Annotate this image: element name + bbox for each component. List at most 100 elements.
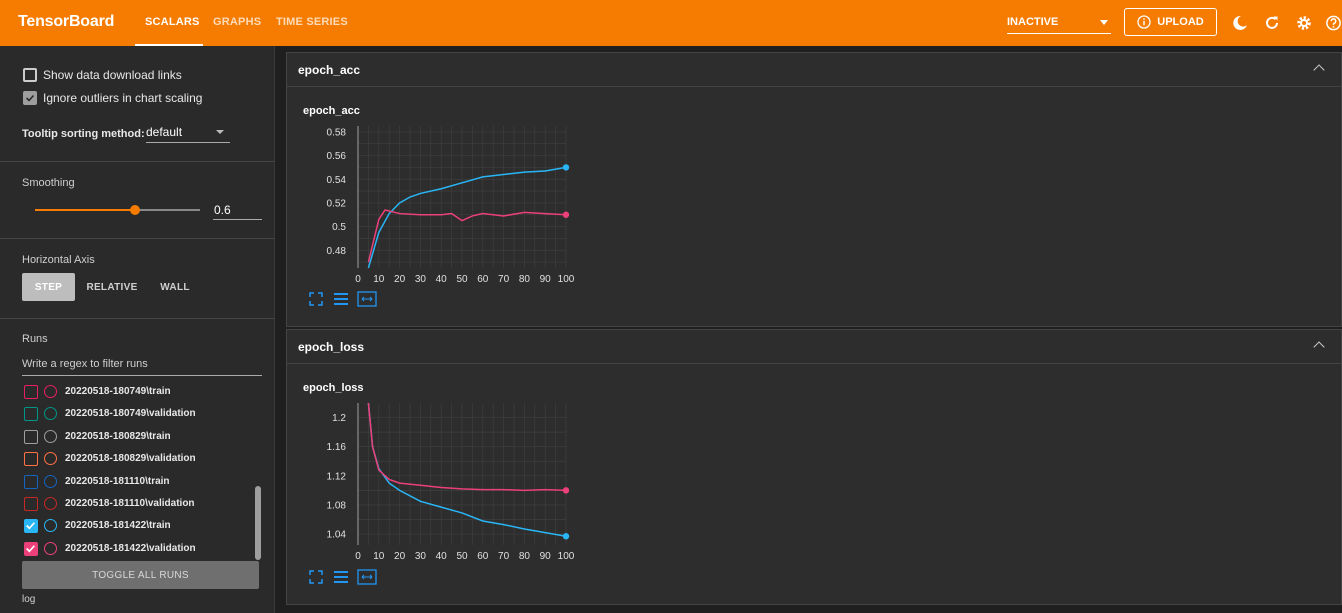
smoothing-slider-track[interactable] [35,205,200,215]
run-color-icon[interactable] [44,497,57,510]
run-color-icon[interactable] [44,452,57,466]
help-icon[interactable] [1325,14,1342,32]
x-tick-label: 70 [498,551,510,562]
series-end-point[interactable] [562,533,570,540]
fullscreen-icon[interactable] [309,570,323,584]
run-checkbox[interactable] [24,541,38,556]
run-checkbox[interactable] [24,474,38,489]
settings-icon[interactable] [1295,14,1313,32]
sidebar-divider [0,318,275,319]
series-line[interactable] [367,166,567,269]
run-color-icon[interactable] [44,429,57,443]
series-end-point[interactable] [562,164,570,171]
card-header-epoch-loss[interactable]: epoch_loss [286,329,1342,364]
run-row[interactable]: 20220518-180829\train [24,428,254,446]
haxis-relative-button[interactable]: RELATIVE [86,281,138,293]
data-list-icon[interactable] [333,292,349,306]
run-row[interactable]: 20220518-180749\train [24,383,254,401]
runs-filter-input[interactable]: Write a regex to filter runs [22,355,262,376]
x-tick-label: 30 [415,274,427,285]
chevron-up-icon[interactable] [1313,341,1325,353]
run-checkbox[interactable] [24,385,38,399]
run-checkbox[interactable] [24,519,38,534]
run-row[interactable]: 20220518-181110\train [24,473,254,491]
data-list-icon[interactable] [333,570,349,584]
run-checkbox[interactable] [24,497,38,511]
dark-mode-icon[interactable] [1231,14,1249,32]
x-tick-label: 80 [519,274,531,285]
haxis-wall-button[interactable]: WALL [160,281,190,293]
run-color-icon[interactable] [44,385,57,398]
show-download-checkbox[interactable] [23,68,37,82]
run-state-select[interactable]: INACTIVE [1007,10,1111,34]
y-tick-label: 0.5 [332,222,346,233]
y-tick-label: 0.56 [327,151,347,162]
check-icon [26,544,35,553]
smoothing-slider-thumb[interactable] [130,205,140,215]
run-checkbox[interactable] [24,429,38,444]
run-name: 20220518-180749\validation [65,408,196,420]
x-tick-label: 10 [373,274,385,285]
run-row[interactable]: 20220518-181422\train [24,517,254,535]
run-color-icon[interactable] [44,407,57,421]
upload-button[interactable]: UPLOAD [1124,8,1217,36]
run-row[interactable]: 20220518-181422\validation [24,540,254,558]
smoothing-input[interactable]: 0.6 [213,201,262,220]
series-line[interactable] [367,402,567,492]
run-color-icon[interactable] [44,541,57,555]
active-tab-indicator [135,44,203,46]
tab-scalars[interactable]: SCALARS [145,16,200,28]
epoch-loss-chart[interactable]: 0 10 20 30 40 50 60 70 80 90 100 1.04 1.08 1.12 1.16 1.… [286,397,586,569]
x-tick-label: 20 [394,274,406,285]
show-download-label: Show data download links [43,68,182,82]
series-end-point[interactable] [562,487,570,494]
run-name: 20220518-181422\train [65,520,171,532]
tab-time-series[interactable]: TIME SERIES [276,16,348,28]
brand-title: TensorBoard [18,13,115,30]
card-header-epoch-acc[interactable]: epoch_acc [286,52,1342,87]
upload-label: UPLOAD [1157,16,1204,28]
sidebar [0,46,275,613]
tooltip-sort-select[interactable]: default [146,120,230,143]
runs-filter-placeholder: Write a regex to filter runs [22,358,148,370]
tab-graphs[interactable]: GRAPHS [213,16,262,28]
x-tick-label: 30 [415,551,427,562]
run-name: 20220518-180749\train [65,386,171,397]
run-row[interactable]: 20220518-180749\validation [24,405,254,423]
refresh-icon[interactable] [1263,14,1281,32]
series-end-point[interactable] [562,211,570,218]
series-line[interactable] [367,209,567,263]
series-raw-line [367,402,567,537]
series-line[interactable] [367,402,567,538]
run-state-value: INACTIVE [1007,16,1059,28]
check-icon [26,522,35,530]
card-title: epoch_loss [298,340,365,354]
run-row[interactable]: 20220518-180829\validation [24,450,254,468]
chart-title: epoch_loss [303,382,364,394]
x-tick-label: 40 [436,274,448,285]
tooltip-sort-value: default [146,125,183,139]
run-name: 20220518-180829\validation [65,453,196,465]
epoch-acc-chart[interactable]: 0 10 20 30 40 50 60 70 80 90 100 0.48 0.5 0.52 0.54 0.5… [286,120,586,292]
y-tick-label: 0.48 [327,246,347,257]
fit-domain-icon[interactable] [357,291,377,307]
run-checkbox[interactable] [24,407,38,422]
runs-scrollbar[interactable] [255,486,261,560]
chevron-up-icon[interactable] [1313,64,1325,76]
y-tick-label: 0.58 [327,127,347,138]
top-app-bar: TensorBoard SCALARS GRAPHS TIME SERIES I… [0,0,1342,46]
run-color-icon[interactable] [44,519,57,533]
x-tick-label: 100 [558,551,575,562]
haxis-step-button[interactable]: STEP [22,273,75,301]
fit-domain-icon[interactable] [357,569,377,585]
run-checkbox[interactable] [24,452,38,467]
run-name: 20220518-180829\train [65,430,171,442]
run-row[interactable]: 20220518-181110\validation [24,495,254,513]
fullscreen-icon[interactable] [309,292,323,306]
ignore-outliers-checkbox[interactable] [23,91,37,105]
run-color-icon[interactable] [44,474,57,488]
y-tick-label: 0.54 [327,175,347,186]
y-tick-label: 1.04 [327,530,347,541]
x-tick-label: 40 [436,551,448,562]
toggle-all-runs-button[interactable]: TOGGLE ALL RUNS [22,561,259,589]
